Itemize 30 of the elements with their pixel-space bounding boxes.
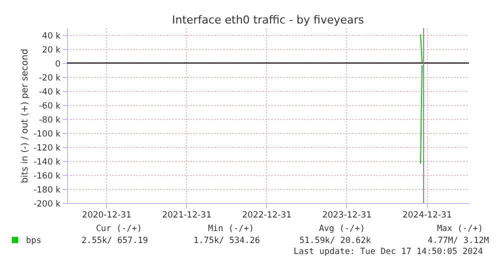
y-tick-label: -120 k xyxy=(34,144,61,154)
y-tick-label: -160 k xyxy=(34,172,61,182)
text: Last update: Tue Dec 17 14:50:05 2024 xyxy=(294,247,483,257)
text: 4.77M/ 3.12M xyxy=(428,236,489,246)
y-tick-label: 0 xyxy=(55,60,60,70)
x-tick-label: 2021-12-31 xyxy=(162,210,212,220)
text: Cur (-/+) xyxy=(96,224,142,234)
y-tick-label: 40 k xyxy=(42,32,61,42)
y-tick-label: -200 k xyxy=(34,200,61,210)
text: 1.75k/ 534.26 xyxy=(193,236,260,246)
y-tick-label: -80 k xyxy=(38,116,61,126)
y-tick-label: -140 k xyxy=(34,158,61,168)
y-tick-label: 20 k xyxy=(42,46,61,56)
text: 2.55k/ 657.19 xyxy=(81,236,148,246)
x-tick-label: 2024-12-31 xyxy=(402,210,452,220)
x-tick-label: 2022-12-31 xyxy=(242,210,292,220)
x-tick-label: 2023-12-31 xyxy=(322,210,372,220)
legend-label: bps xyxy=(26,236,42,246)
text: Avg (-/+) xyxy=(318,224,365,234)
y-tick-label: -20 k xyxy=(38,74,61,84)
y-tick-label: -40 k xyxy=(38,88,61,98)
text: 51.59k/ 20.62k xyxy=(299,236,371,246)
y-axis-title: bits in (-) / out (+) per second xyxy=(20,48,31,184)
y-tick-label: -100 k xyxy=(34,130,61,140)
text: Max (-/+) xyxy=(436,224,483,234)
y-tick-label: -60 k xyxy=(38,102,61,112)
y-tick-label: -180 k xyxy=(34,186,61,196)
chart-title: Interface eth0 traffic - by fiveyears xyxy=(172,14,364,26)
x-tick-label: 2020-12-31 xyxy=(82,210,132,220)
text: Min (-/+) xyxy=(208,224,254,234)
